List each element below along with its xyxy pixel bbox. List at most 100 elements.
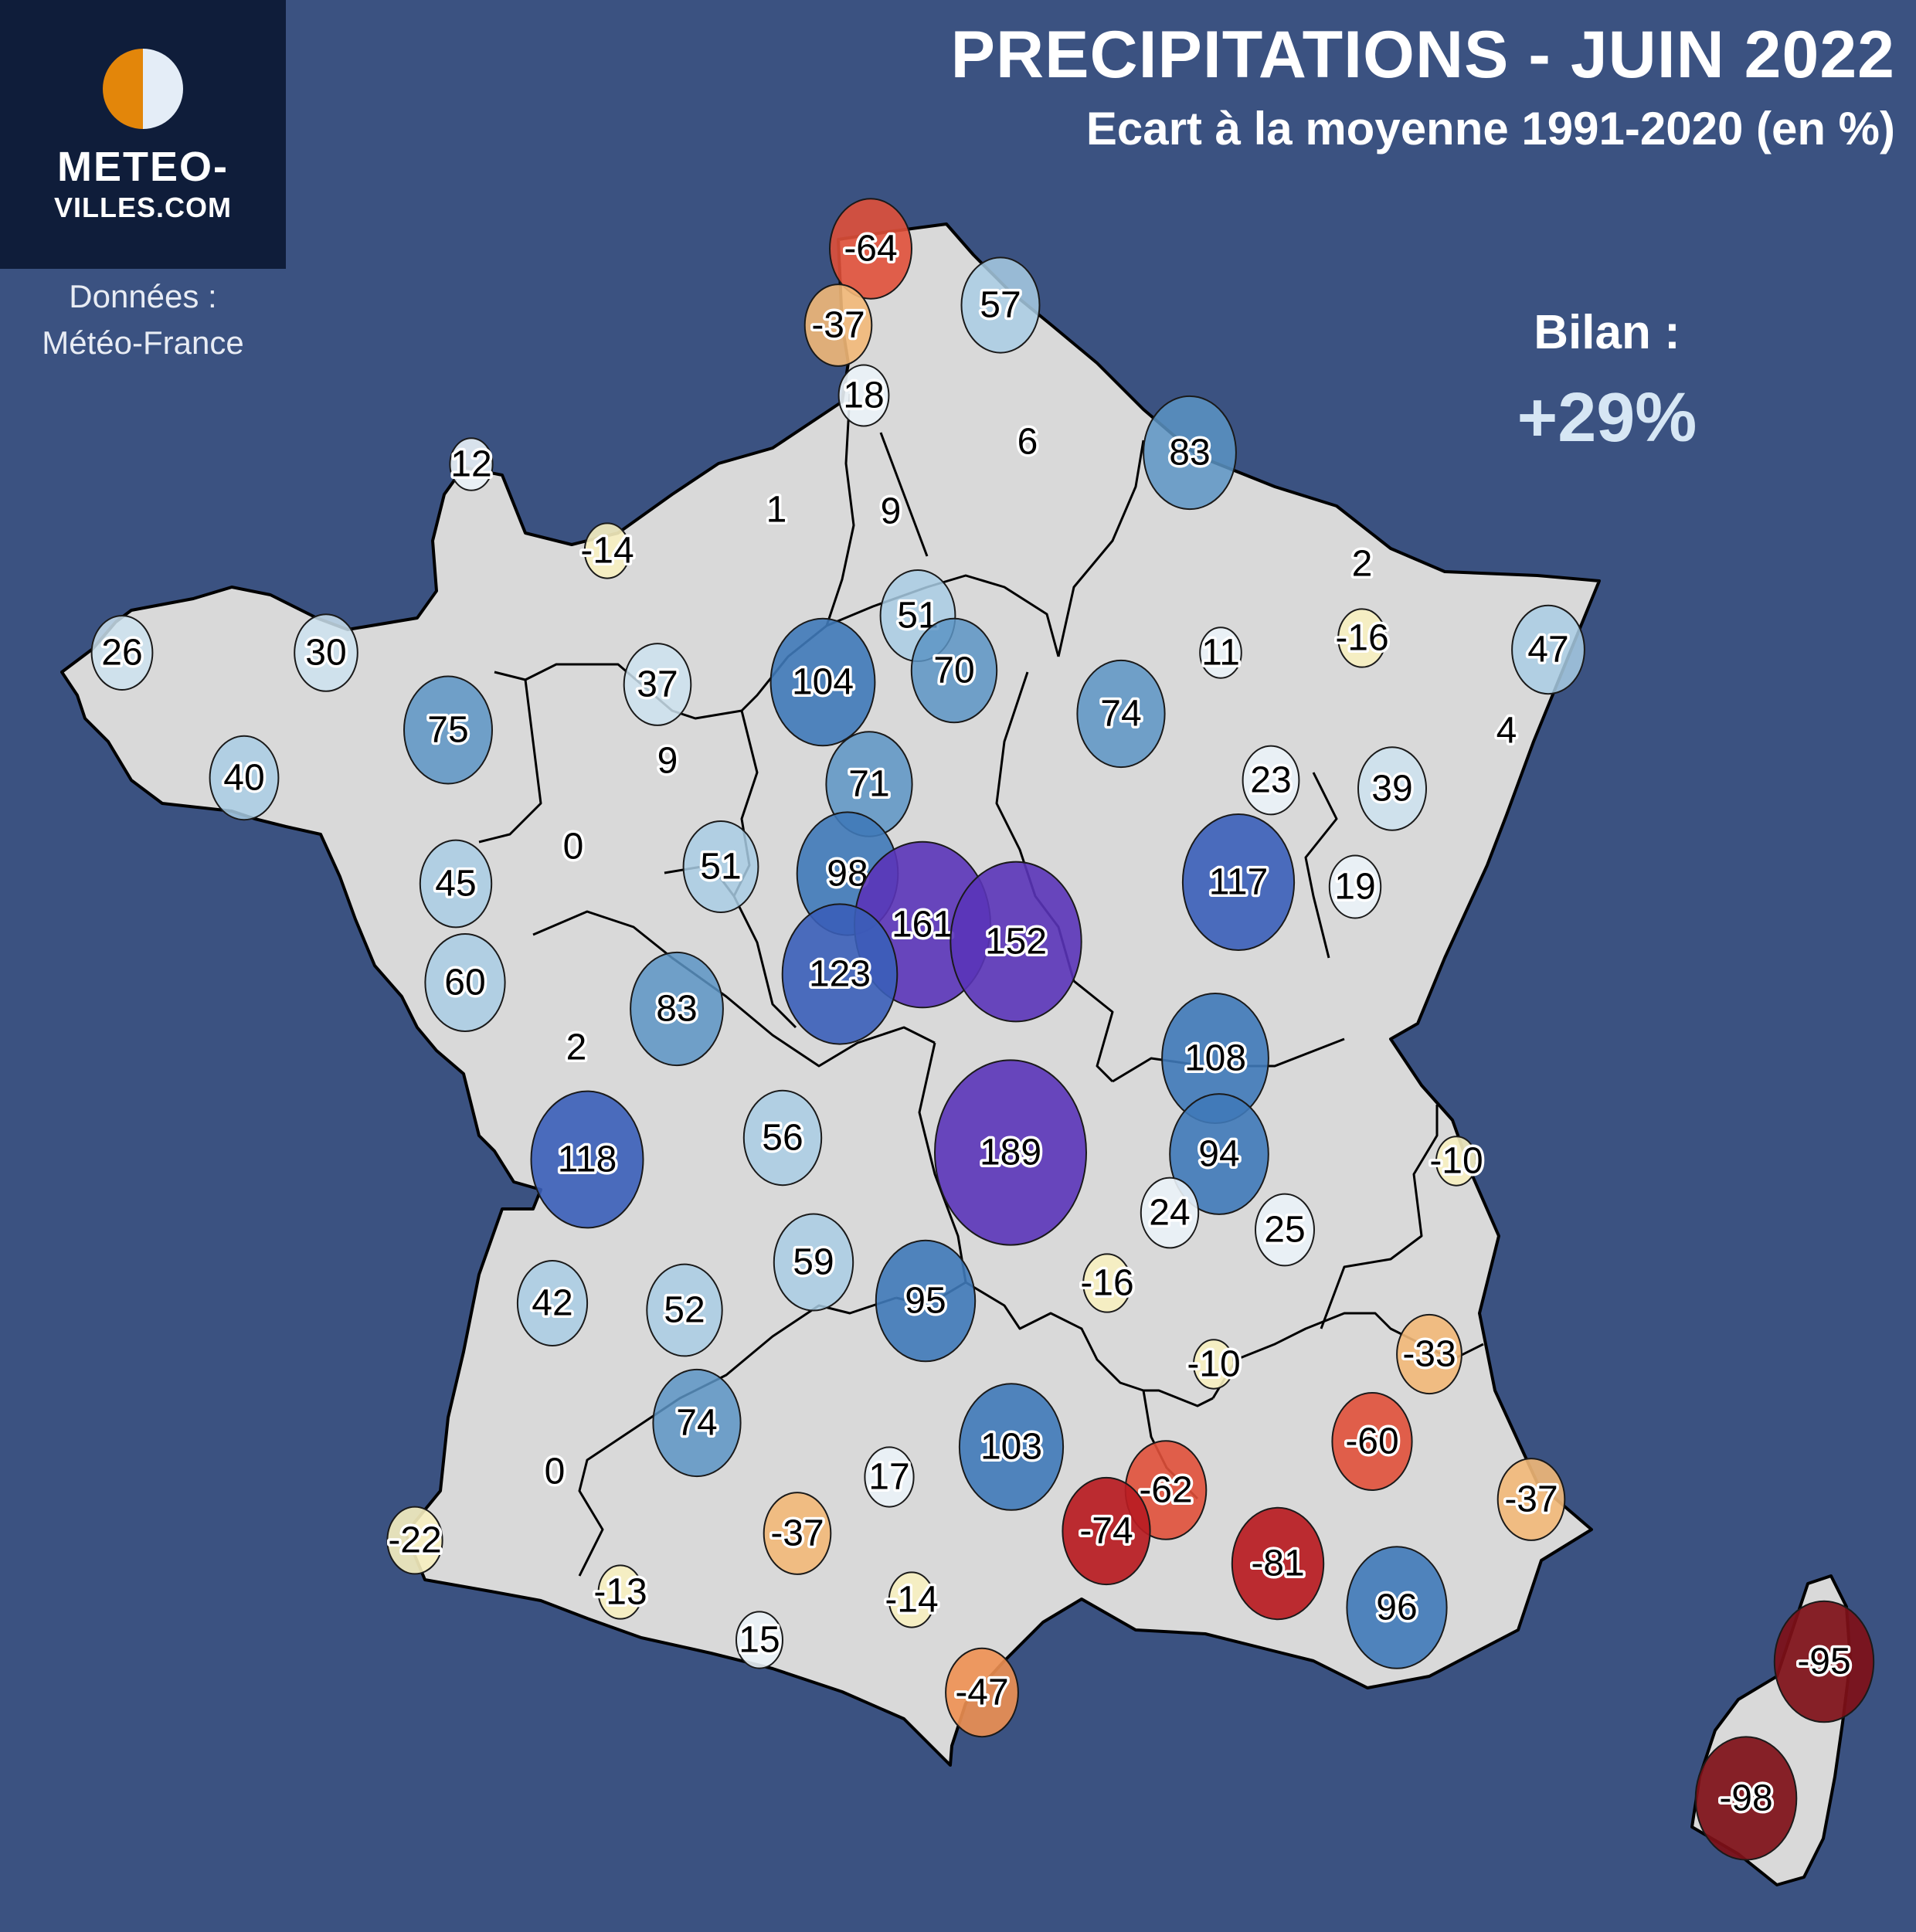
station-bubble — [769, 617, 876, 747]
station-marker: -37 — [763, 1492, 832, 1575]
logo: METEO- VILLES.COM — [0, 0, 286, 269]
station-marker: 40 — [209, 735, 280, 821]
station-value-label: 24 — [1149, 1193, 1190, 1234]
station-marker: 83 — [630, 951, 724, 1067]
station-bubble — [1181, 813, 1296, 951]
station-marker: -16 — [1078, 1253, 1136, 1313]
station-bubble — [1169, 1093, 1269, 1215]
station-marker: -74 — [1062, 1476, 1151, 1586]
station-bubble — [403, 675, 493, 785]
station-marker: 71 — [825, 731, 913, 837]
station-value-label: -37 — [811, 305, 865, 346]
station-value-label: 56 — [762, 1118, 803, 1159]
station-marker: -10 — [1427, 1136, 1486, 1187]
station-marker: 9 — [654, 738, 681, 784]
station-value-label: 71 — [848, 764, 889, 805]
station-marker: -95 — [1773, 1600, 1875, 1723]
station-value-label: -33 — [1402, 1334, 1456, 1375]
station-value-label: -14 — [580, 531, 634, 572]
station-value-label: 40 — [223, 758, 264, 799]
station-marker: 30 — [294, 613, 358, 692]
station-value-label: 42 — [532, 1283, 572, 1324]
source-name: Météo-France — [42, 324, 244, 361]
station-value-label: 25 — [1264, 1210, 1305, 1251]
station-marker: 51 — [682, 820, 759, 913]
station-marker: 189 — [934, 1059, 1087, 1246]
station-value-label: 95 — [905, 1281, 946, 1322]
station-value-label: 103 — [980, 1427, 1042, 1468]
station-value-label: 161 — [892, 905, 953, 946]
station-marker: 59 — [773, 1213, 854, 1312]
station-marker: 45 — [419, 839, 493, 929]
station-value-label: -64 — [844, 229, 897, 270]
station-value-label: -13 — [593, 1572, 647, 1613]
station-value-label: 0 — [545, 1452, 566, 1492]
station-marker: 15 — [735, 1611, 783, 1669]
station-bubble — [763, 1492, 832, 1575]
station-value-label: -10 — [1429, 1141, 1483, 1182]
station-bubble — [934, 1059, 1087, 1246]
station-value-label: 152 — [985, 922, 1047, 963]
station-bubble — [630, 951, 724, 1067]
station-marker: -47 — [945, 1647, 1019, 1738]
logo-text-line1: METEO- — [57, 144, 229, 190]
station-value-label: 51 — [700, 847, 741, 888]
sun-moon-logo-icon — [103, 49, 183, 129]
station-bubble — [294, 613, 358, 692]
station-value-label: -98 — [1719, 1778, 1772, 1819]
station-value-label: -60 — [1345, 1421, 1398, 1462]
station-marker: 83 — [1143, 395, 1237, 511]
station-marker: 42 — [516, 1260, 589, 1346]
station-value-label: 18 — [843, 375, 884, 416]
station-bubble — [773, 1213, 854, 1312]
station-bubble — [781, 903, 899, 1045]
station-value-label: 51 — [897, 596, 938, 637]
station-value-label: 11 — [1201, 633, 1240, 674]
station-bubble — [1496, 1458, 1566, 1541]
station-marker: 1 — [763, 487, 790, 533]
station-bubble — [1140, 1177, 1200, 1249]
station-marker: 0 — [542, 1448, 568, 1495]
station-value-label: 123 — [809, 954, 871, 995]
station-value-label: 70 — [933, 650, 974, 691]
station-value-label: 37 — [637, 664, 678, 705]
station-bubble — [1337, 608, 1387, 668]
station-marker: -22 — [386, 1506, 444, 1575]
station-value-label: 45 — [435, 864, 476, 905]
station-value-label: -16 — [1080, 1263, 1133, 1304]
station-value-label: 83 — [1169, 433, 1210, 474]
station-bubble — [837, 364, 890, 427]
station-value-label: 104 — [792, 662, 854, 703]
station-marker: -33 — [1396, 1313, 1462, 1395]
station-value-label: 1 — [766, 490, 787, 531]
station-marker: 39 — [1357, 746, 1427, 831]
station-marker: 47 — [1511, 604, 1585, 695]
station-bubble — [1357, 746, 1427, 831]
station-bubble — [530, 1090, 644, 1229]
station-value-label: 30 — [305, 633, 346, 674]
station-bubble — [958, 1383, 1065, 1511]
station-marker: 74 — [1076, 659, 1166, 769]
station-marker: 152 — [950, 861, 1082, 1023]
station-value-label: 12 — [450, 444, 491, 485]
station-bubble — [803, 284, 873, 367]
station-value-label: 39 — [1371, 769, 1412, 810]
station-value-label: 23 — [1250, 760, 1291, 801]
station-value-label: 59 — [793, 1242, 834, 1283]
station-bubble — [1694, 1736, 1798, 1861]
station-bubble — [1242, 745, 1300, 816]
station-bubble — [1511, 604, 1585, 695]
station-bubble — [945, 1647, 1019, 1738]
station-marker: 4 — [1493, 708, 1520, 754]
station-value-label: 108 — [1184, 1038, 1246, 1079]
station-bubble — [1062, 1476, 1151, 1586]
station-marker: 17 — [864, 1446, 915, 1508]
station-bubble — [419, 839, 493, 929]
station-marker: 70 — [910, 617, 998, 724]
station-value-label: -74 — [1079, 1511, 1133, 1552]
logo-text-line2: VILLES.COM — [53, 192, 232, 223]
station-marker: 95 — [875, 1239, 977, 1363]
station-bubble — [1773, 1600, 1875, 1723]
station-bubble — [888, 1571, 936, 1628]
page-subtitle: Ecart à la moyenne 1991-2020 (en %) — [1085, 103, 1895, 154]
